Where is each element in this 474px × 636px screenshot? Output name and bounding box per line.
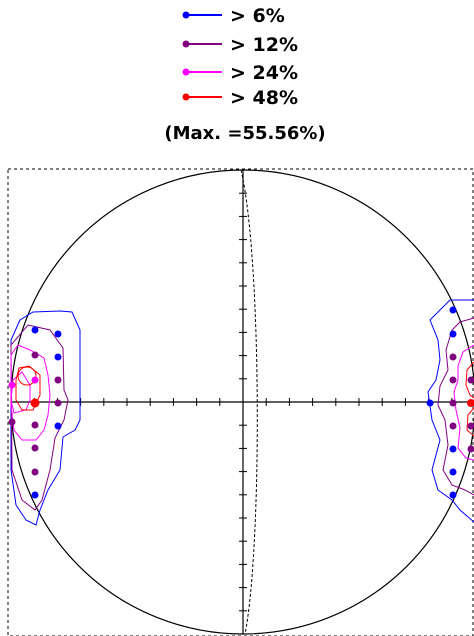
contour-12-left <box>10 324 69 511</box>
point-12 <box>31 421 39 429</box>
axis-ticks <box>33 192 453 612</box>
point-6 <box>449 491 457 499</box>
point-12 <box>54 399 62 407</box>
right-contours <box>426 299 474 523</box>
point-12 <box>467 445 474 453</box>
point-12 <box>31 351 39 359</box>
point-12 <box>449 353 457 361</box>
legend-item-12: > 12% <box>182 34 298 56</box>
legend-label-24: > 24% <box>230 62 298 84</box>
point-12 <box>449 422 457 430</box>
great-circle-trace <box>240 169 258 635</box>
point-12 <box>31 444 39 452</box>
contour-6-left <box>10 310 81 526</box>
contour-24-left-inner <box>10 371 31 414</box>
point-6 <box>449 468 457 476</box>
point-6 <box>449 306 457 314</box>
point-12 <box>8 418 16 426</box>
legend-label-6: > 6% <box>230 5 285 27</box>
point-6 <box>31 326 39 334</box>
point-6 <box>449 445 457 453</box>
legend-label-12: > 12% <box>230 34 298 56</box>
point-12 <box>467 376 474 384</box>
legend-item-24: > 24% <box>182 62 298 84</box>
point-6 <box>449 330 457 338</box>
max-label: (Max. =55.56%) <box>164 123 325 144</box>
legend-label-48: > 48% <box>230 87 298 109</box>
legend-marker-24 <box>182 68 190 76</box>
point-6 <box>54 330 62 338</box>
contour-12-right <box>437 317 474 496</box>
contour-48-right-lower <box>466 407 474 437</box>
legend-marker-12 <box>182 40 190 48</box>
point-24 <box>8 381 16 389</box>
contour-6-right <box>427 299 474 523</box>
point-24 <box>31 376 39 384</box>
point-6 <box>31 491 39 499</box>
contour-24-left <box>10 344 51 441</box>
point-12 <box>467 422 474 430</box>
left-contours <box>8 310 81 526</box>
legend-item-6: > 6% <box>182 5 285 27</box>
point-48 <box>467 399 474 407</box>
legend-item-48: > 48% <box>182 87 298 109</box>
point-48 <box>30 398 40 408</box>
legend: > 6% > 12% > 24% > 48% <box>182 5 298 109</box>
contour-48-left-ring <box>17 366 37 386</box>
point-6 <box>426 399 434 407</box>
point-12 <box>31 468 39 476</box>
point-12 <box>449 376 457 384</box>
legend-marker-48 <box>182 93 190 101</box>
legend-marker-6 <box>182 11 190 19</box>
contour-48-right <box>465 361 474 399</box>
point-12 <box>54 376 62 384</box>
point-6 <box>54 422 62 430</box>
point-12 <box>449 399 457 407</box>
point-6 <box>54 353 62 361</box>
